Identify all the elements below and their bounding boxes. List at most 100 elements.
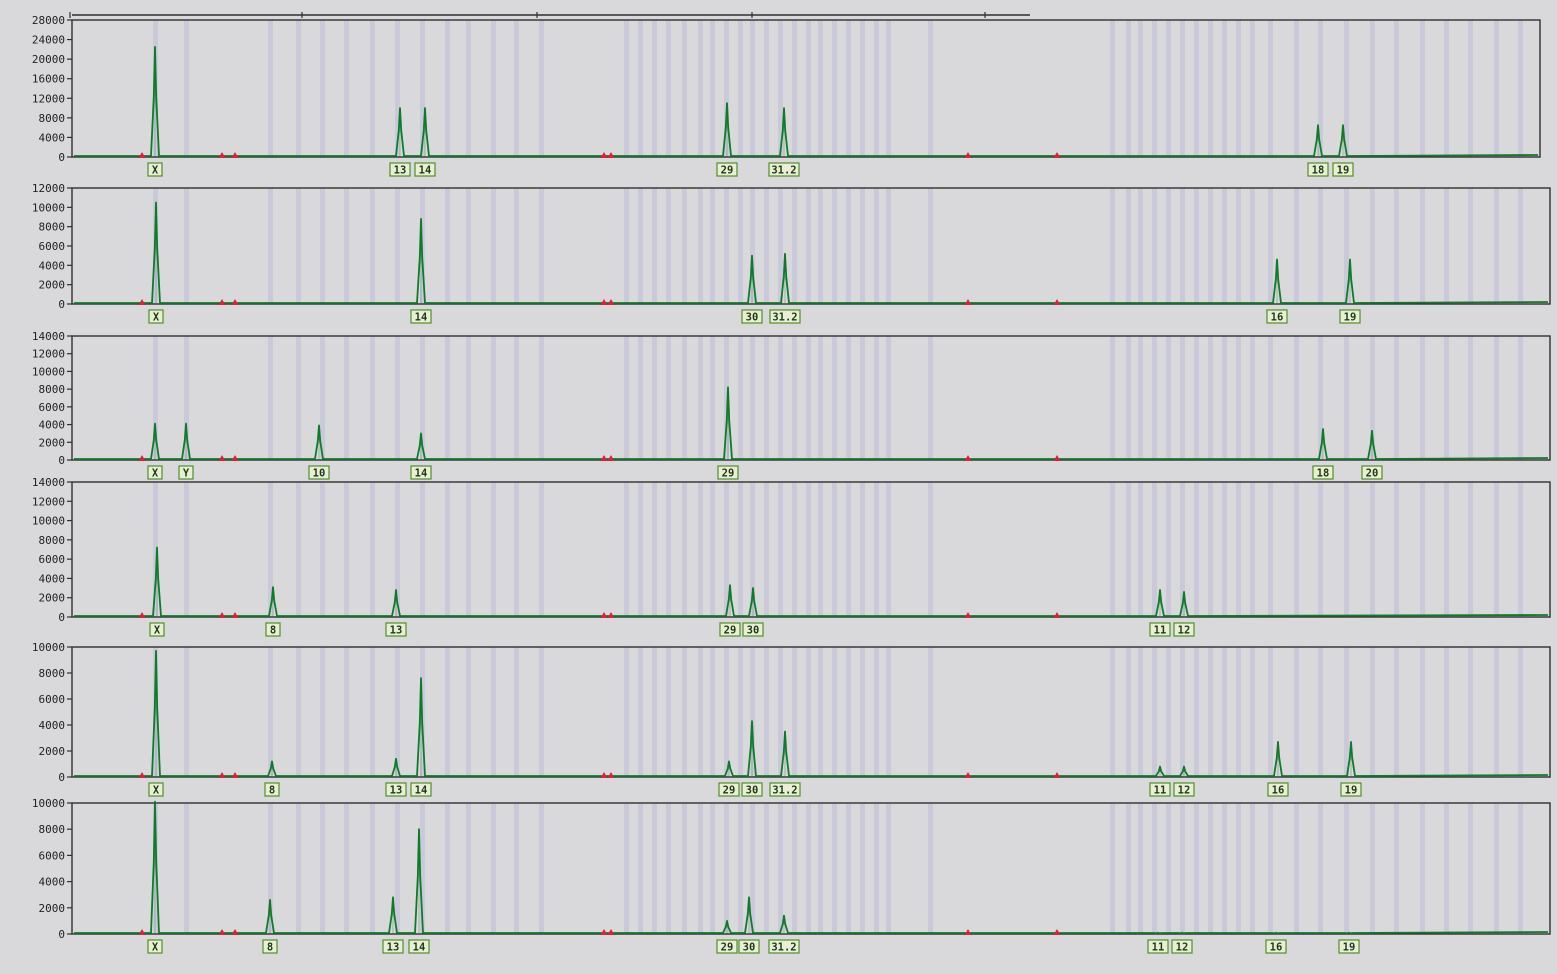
allele-label-18: 18	[1307, 162, 1329, 177]
y-tick-label: 8000	[39, 534, 66, 547]
bin-stripe	[652, 188, 657, 304]
bin-stripe	[1268, 20, 1273, 157]
size-marker	[218, 772, 226, 778]
bin-stripe	[344, 482, 349, 617]
bin-stripe	[792, 20, 797, 157]
allele-label-text: 31.2	[772, 312, 797, 324]
bin-stripe	[1138, 188, 1143, 304]
bin-stripe	[710, 803, 715, 934]
allele-label-19: 19	[1340, 782, 1362, 797]
bin-stripe	[395, 188, 400, 304]
bin-stripe	[652, 482, 657, 617]
top-axis	[69, 12, 1030, 18]
bin-stripe	[1370, 20, 1375, 157]
bin-stripe	[395, 20, 400, 157]
bin-stripe	[1444, 482, 1449, 617]
bin-stripe	[638, 336, 643, 460]
allele-label-text: 29	[721, 165, 734, 177]
y-tick-label: 4000	[39, 719, 66, 732]
allele-label-text: 14	[415, 468, 428, 480]
bin-stripe	[466, 20, 471, 157]
signal-trace	[74, 650, 1549, 777]
size-marker	[600, 929, 608, 935]
allele-label-text: 18	[1312, 165, 1325, 177]
bin-stripe	[832, 803, 837, 934]
size-marker	[138, 455, 146, 461]
size-marker	[218, 612, 226, 618]
bin-stripe	[491, 336, 496, 460]
allele-label-text: 10	[313, 468, 326, 480]
bin-stripe	[1344, 336, 1349, 460]
allele-label-text: 29	[722, 468, 735, 480]
bin-stripe	[1468, 188, 1473, 304]
bin-stripe	[1250, 482, 1255, 617]
allele-label-12: 12	[1171, 939, 1193, 954]
bin-stripe	[860, 20, 865, 157]
allele-label-text: 12	[1178, 785, 1191, 797]
allele-label-text: 13	[390, 785, 403, 797]
bin-stripe	[818, 803, 823, 934]
bin-stripe	[491, 803, 496, 934]
bin-stripe	[778, 803, 783, 934]
bin-stripes	[153, 647, 1523, 777]
bin-stripe	[1180, 803, 1185, 934]
bin-stripe	[750, 188, 755, 304]
allele-label-31.2: 31.2	[769, 309, 801, 324]
panel-frame	[71, 19, 1541, 158]
bin-stripe	[420, 20, 425, 157]
size-marker	[138, 152, 146, 158]
bin-stripe	[682, 482, 687, 617]
bin-stripe	[1110, 647, 1115, 777]
bin-stripe	[1518, 647, 1523, 777]
y-tick-label: 0	[58, 298, 65, 311]
bin-stripe	[886, 20, 891, 157]
bin-stripe	[1194, 336, 1199, 460]
allele-label-16: 16	[1265, 939, 1287, 954]
bin-stripe	[296, 188, 301, 304]
bin-stripe	[514, 188, 519, 304]
bin-stripe	[1138, 482, 1143, 617]
bin-stripe	[750, 647, 755, 777]
allele-label-29: 29	[716, 939, 738, 954]
size-marker	[231, 152, 239, 158]
bin-stripe	[874, 188, 879, 304]
size-marker	[964, 772, 972, 778]
size-marker	[1053, 612, 1061, 618]
bin-stripe	[778, 336, 783, 460]
allele-label-13: 13	[382, 939, 404, 954]
bin-stripe	[1236, 188, 1241, 304]
bin-stripe	[832, 647, 837, 777]
bin-stripe	[445, 647, 450, 777]
bin-stripe	[1110, 482, 1115, 617]
bin-stripe	[1318, 336, 1323, 460]
bin-stripe	[698, 803, 703, 934]
allele-label-text: 13	[394, 165, 407, 177]
y-tick-label: 6000	[39, 240, 66, 253]
bin-stripe	[666, 20, 671, 157]
bin-stripe	[1180, 20, 1185, 157]
size-marker	[218, 455, 226, 461]
bin-stripe	[1444, 20, 1449, 157]
bin-stripe	[1420, 482, 1425, 617]
bin-stripe	[1318, 647, 1323, 777]
y-tick-label: 2000	[39, 592, 66, 605]
bin-stripes	[153, 482, 1523, 617]
bin-stripe	[738, 336, 743, 460]
bin-stripes	[153, 20, 1523, 157]
bin-stripe	[445, 188, 450, 304]
size-marker	[607, 929, 615, 935]
bin-stripe	[1494, 482, 1499, 617]
bin-stripe	[710, 482, 715, 617]
bin-stripe	[1294, 482, 1299, 617]
bin-stripe	[466, 336, 471, 460]
bin-stripe	[846, 647, 851, 777]
bin-stripe	[886, 336, 891, 460]
allele-label-text: 16	[1270, 942, 1283, 954]
bin-stripe	[1518, 336, 1523, 460]
y-tick-label: 4000	[39, 259, 66, 272]
bin-stripe	[638, 803, 643, 934]
bin-stripe	[1110, 336, 1115, 460]
bin-stripe	[928, 482, 933, 617]
size-marker	[600, 299, 608, 305]
bin-stripe	[764, 20, 769, 157]
